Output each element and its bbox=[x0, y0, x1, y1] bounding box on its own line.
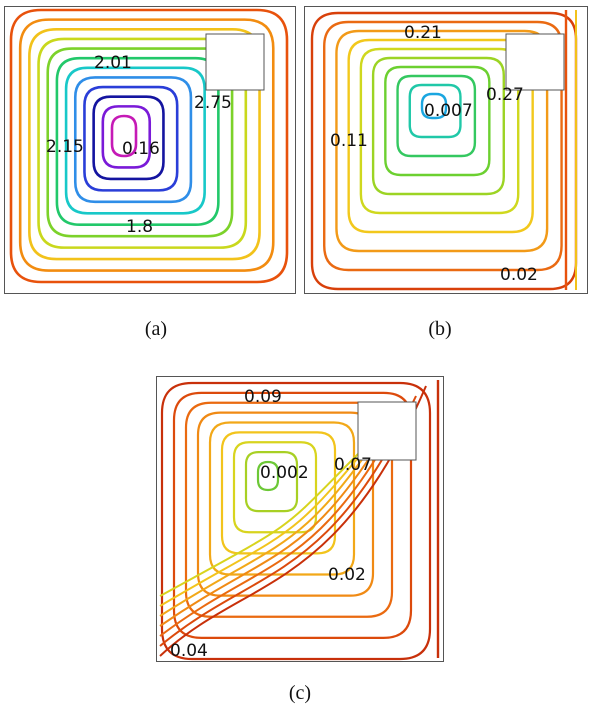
streamline bbox=[159, 435, 377, 607]
contour-label: 2.01 bbox=[94, 53, 132, 73]
streamline bbox=[18, 18, 275, 272]
contour-label: 0.11 bbox=[330, 131, 368, 151]
streamline bbox=[92, 95, 165, 181]
streamline bbox=[159, 445, 367, 597]
streamline bbox=[256, 460, 280, 492]
streamline bbox=[9, 8, 289, 284]
streamline bbox=[110, 114, 138, 158]
streamline bbox=[64, 66, 206, 215]
streamline bbox=[101, 105, 152, 169]
streamline bbox=[420, 92, 448, 120]
caption-b: (b) bbox=[428, 318, 452, 340]
square-obstacle bbox=[357, 401, 417, 461]
contour-label: 0.002 bbox=[260, 463, 309, 483]
caption-a: (a) bbox=[144, 318, 168, 340]
streamline-plot-a: 2.01 2.75 2.15 0.16 1.8 bbox=[4, 6, 296, 294]
panel-c: 0.09 0.07 0.002 0.02 0.04 bbox=[156, 376, 444, 662]
square-obstacle bbox=[205, 33, 265, 91]
streamline bbox=[384, 65, 491, 177]
contour-label: 0.27 bbox=[486, 85, 524, 105]
contour-label: 0.04 bbox=[170, 641, 208, 661]
square-obstacle bbox=[505, 33, 565, 91]
streamline bbox=[310, 11, 578, 291]
streamline bbox=[323, 20, 563, 272]
streamline bbox=[159, 405, 407, 637]
panel-b: 0.21 0.27 0.007 0.11 0.02 bbox=[304, 6, 588, 294]
streamline bbox=[159, 395, 417, 647]
contour-label: 0.02 bbox=[328, 565, 366, 585]
streamline-plot-c: 0.09 0.07 0.002 0.02 0.04 bbox=[156, 376, 444, 662]
streamline-plot-b: 0.21 0.27 0.007 0.11 0.02 bbox=[304, 6, 588, 294]
contour-label: 0.21 bbox=[404, 23, 442, 43]
streamline bbox=[159, 425, 387, 617]
caption-c: (c) bbox=[288, 682, 312, 704]
streamline bbox=[244, 451, 299, 513]
contour-label: 2.75 bbox=[194, 93, 232, 113]
contour-label: 0.07 bbox=[334, 455, 372, 475]
streamline bbox=[408, 83, 462, 139]
streamline bbox=[208, 421, 356, 576]
panel-a: 2.01 2.75 2.15 0.16 1.8 bbox=[4, 6, 296, 294]
contour-label: 2.15 bbox=[46, 137, 84, 157]
contour-label: 0.09 bbox=[244, 387, 282, 407]
contour-label: 0.16 bbox=[122, 139, 160, 159]
contour-label: 0.007 bbox=[424, 101, 473, 121]
contour-label: 1.8 bbox=[126, 217, 153, 237]
contour-label: 0.02 bbox=[500, 265, 538, 285]
streamline bbox=[220, 431, 337, 555]
streamline bbox=[396, 74, 477, 158]
streamline bbox=[232, 441, 318, 534]
streamline bbox=[160, 381, 432, 661]
streamline bbox=[73, 76, 193, 204]
streamline bbox=[83, 85, 179, 192]
streamline bbox=[371, 56, 505, 196]
streamline bbox=[159, 415, 397, 627]
